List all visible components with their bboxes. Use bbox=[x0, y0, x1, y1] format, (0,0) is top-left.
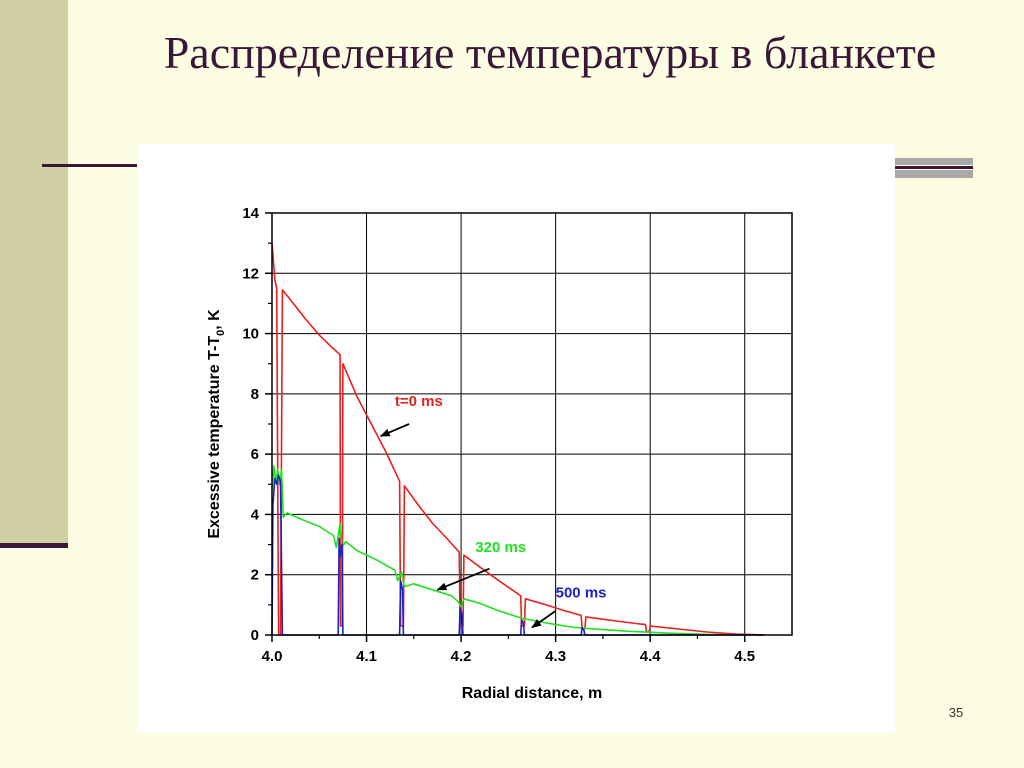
x-tick-label-0: 4.0 bbox=[262, 648, 283, 665]
series-line-0 bbox=[271, 243, 764, 636]
left-decor-line bbox=[0, 543, 68, 548]
y-tick-label-4: 8 bbox=[251, 386, 259, 403]
x-tick-label-3: 4.3 bbox=[545, 648, 566, 665]
y-tick-label-1: 2 bbox=[251, 567, 259, 584]
series-layer bbox=[271, 243, 764, 636]
slide-number: 35 bbox=[948, 705, 964, 720]
y-axis-label-main: Excessive temperature T-T bbox=[206, 336, 223, 539]
title-rule-right-dark bbox=[895, 166, 973, 169]
y-axis-label-subscript: 0 bbox=[215, 330, 227, 336]
axis-layer: 4.0 4.1 4.2 4.3 4.4 4.5 0 2 4 6 8 10 12 14 Radial dist… bbox=[206, 205, 793, 702]
slide-title: Распределение температуры в бланкете bbox=[163, 27, 937, 78]
y-tick-label-0: 0 bbox=[251, 627, 259, 644]
x-tick-label-1: 4.1 bbox=[356, 648, 377, 665]
annotation-arrow-0 bbox=[379, 423, 410, 437]
y-tick-label-5: 10 bbox=[242, 326, 259, 343]
title-rule-left bbox=[42, 164, 138, 167]
x-tick-label-4: 4.4 bbox=[640, 648, 662, 665]
title-rule-right-grey-top bbox=[895, 158, 973, 165]
plot-frame bbox=[271, 212, 793, 636]
x-axis-label: Radial distance, m bbox=[462, 685, 603, 702]
y-tick-label-3: 6 bbox=[251, 446, 259, 463]
grid-layer bbox=[271, 212, 792, 636]
y-axis-label-tail: , K bbox=[206, 309, 223, 330]
annotation-arrow-1 bbox=[436, 567, 490, 591]
y-axis-label: Excessive temperature T-T0, K bbox=[206, 309, 227, 539]
title-rule-right-grey-bottom bbox=[895, 170, 973, 178]
left-decor-band bbox=[0, 0, 68, 548]
x-tick-label-2: 4.2 bbox=[451, 648, 472, 665]
y-tick-label-2: 4 bbox=[251, 506, 260, 523]
annotation-label-0: t=0 ms bbox=[395, 393, 443, 410]
chart-panel: t=0 ms 320 ms 500 ms 4.0 4.1 4.2 4.3 4.4 4.5 0 2 4… bbox=[137, 144, 895, 732]
annotation-label-1: 320 ms bbox=[475, 539, 526, 556]
x-tick-label-5: 4.5 bbox=[734, 648, 755, 665]
series-line-1 bbox=[271, 465, 745, 636]
y-tick-label-7: 14 bbox=[242, 205, 259, 222]
annotation-arrow-2 bbox=[531, 610, 557, 629]
annotation-label-2: 500 ms bbox=[556, 584, 607, 601]
annotation-layer: t=0 ms 320 ms 500 ms bbox=[379, 393, 607, 629]
y-tick-label-6: 12 bbox=[242, 265, 259, 282]
